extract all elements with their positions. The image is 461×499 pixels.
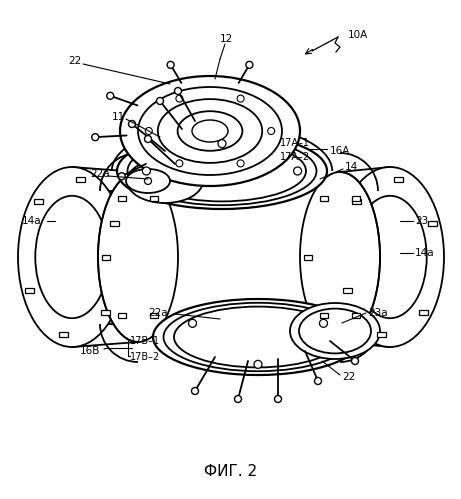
Circle shape xyxy=(167,61,174,68)
Circle shape xyxy=(246,61,253,68)
Bar xyxy=(150,196,158,201)
Bar xyxy=(100,310,110,315)
Circle shape xyxy=(237,160,244,167)
Text: 14a: 14a xyxy=(415,248,435,258)
Ellipse shape xyxy=(300,172,380,342)
Ellipse shape xyxy=(127,159,203,203)
Bar xyxy=(378,332,386,337)
Circle shape xyxy=(235,396,242,403)
Bar xyxy=(352,313,360,318)
Text: 22a: 22a xyxy=(90,169,110,179)
Text: ФИГ. 2: ФИГ. 2 xyxy=(204,464,257,479)
Bar xyxy=(419,310,428,315)
Circle shape xyxy=(144,136,152,143)
Ellipse shape xyxy=(153,299,363,375)
Ellipse shape xyxy=(138,87,282,175)
Bar xyxy=(320,313,328,318)
Bar xyxy=(76,177,85,183)
Bar xyxy=(343,287,352,292)
Circle shape xyxy=(319,319,327,327)
Text: 16B: 16B xyxy=(80,346,100,356)
Circle shape xyxy=(294,167,301,175)
Ellipse shape xyxy=(290,303,380,359)
Circle shape xyxy=(142,167,150,175)
Text: 12: 12 xyxy=(220,34,233,44)
Ellipse shape xyxy=(120,76,300,186)
Bar xyxy=(34,199,43,204)
Bar xyxy=(118,196,126,201)
Ellipse shape xyxy=(164,303,353,371)
Ellipse shape xyxy=(174,306,342,367)
Ellipse shape xyxy=(158,99,262,163)
Text: 23a: 23a xyxy=(368,308,388,318)
Text: 14a: 14a xyxy=(22,216,41,226)
Text: 16A: 16A xyxy=(330,146,350,156)
Text: 22: 22 xyxy=(68,56,81,66)
Text: 10A: 10A xyxy=(348,30,368,40)
Circle shape xyxy=(237,95,244,102)
Bar xyxy=(394,177,402,183)
Ellipse shape xyxy=(192,120,228,142)
Bar xyxy=(59,332,68,337)
Circle shape xyxy=(351,357,359,364)
Circle shape xyxy=(189,319,196,327)
Bar xyxy=(428,222,437,227)
Circle shape xyxy=(144,178,152,185)
Circle shape xyxy=(129,120,136,128)
Text: 14: 14 xyxy=(345,162,358,172)
Circle shape xyxy=(176,160,183,167)
Ellipse shape xyxy=(353,196,427,318)
Ellipse shape xyxy=(336,167,444,347)
Bar xyxy=(110,222,119,227)
Circle shape xyxy=(254,360,262,368)
Circle shape xyxy=(156,97,164,104)
Circle shape xyxy=(191,388,199,395)
Text: 17B–1: 17B–1 xyxy=(130,336,160,346)
Text: 17A–2: 17A–2 xyxy=(280,152,310,162)
Bar xyxy=(150,313,158,318)
Ellipse shape xyxy=(35,196,109,318)
Text: 17B–2: 17B–2 xyxy=(130,352,160,362)
Text: 22: 22 xyxy=(342,372,355,382)
Text: 17A–1: 17A–1 xyxy=(280,138,310,148)
Bar xyxy=(118,313,126,318)
Ellipse shape xyxy=(18,167,126,347)
Ellipse shape xyxy=(126,169,170,193)
Bar xyxy=(320,196,328,201)
Circle shape xyxy=(176,95,183,102)
Ellipse shape xyxy=(98,172,178,342)
Circle shape xyxy=(107,92,114,99)
Ellipse shape xyxy=(177,111,242,151)
Circle shape xyxy=(274,396,282,403)
Ellipse shape xyxy=(128,137,317,205)
Ellipse shape xyxy=(299,308,371,353)
Circle shape xyxy=(268,128,275,135)
Bar xyxy=(25,287,34,292)
Circle shape xyxy=(218,140,226,148)
Text: 22a: 22a xyxy=(148,308,168,318)
Bar xyxy=(352,196,360,201)
Ellipse shape xyxy=(117,133,327,209)
Bar xyxy=(102,254,110,259)
Bar xyxy=(352,199,361,204)
Ellipse shape xyxy=(138,141,306,202)
Bar xyxy=(304,254,312,259)
Text: 11: 11 xyxy=(112,112,125,122)
FancyBboxPatch shape xyxy=(130,183,348,332)
Text: 23: 23 xyxy=(415,216,428,226)
Circle shape xyxy=(314,378,321,385)
Circle shape xyxy=(145,128,152,135)
Circle shape xyxy=(118,173,125,180)
Circle shape xyxy=(92,134,99,141)
Circle shape xyxy=(175,87,182,94)
